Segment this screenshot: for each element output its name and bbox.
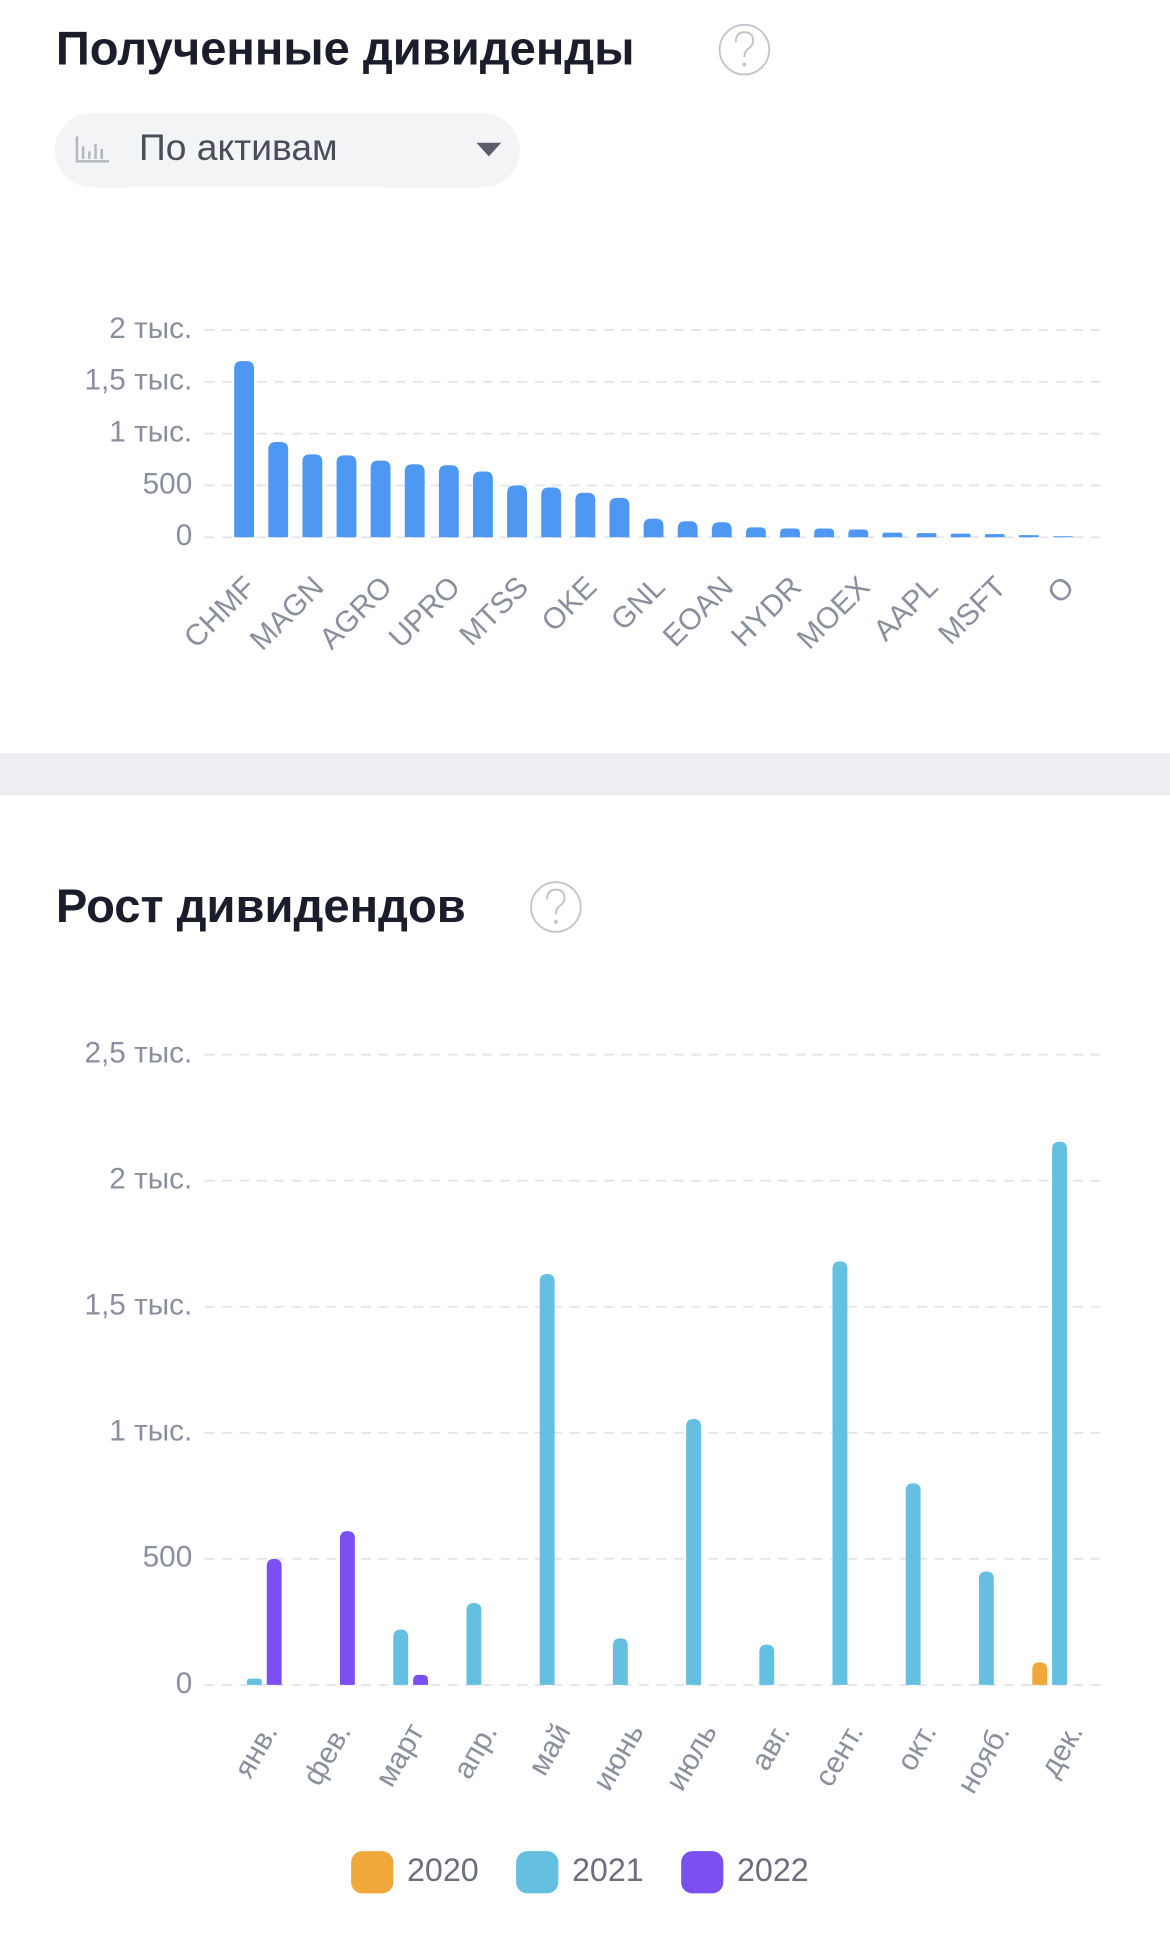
bar [984, 534, 1005, 538]
x-tick-label: фев. [297, 1718, 358, 1791]
bar [466, 1602, 482, 1685]
bar [473, 471, 493, 538]
x-tick-label: CHMF [178, 570, 262, 654]
bar [268, 441, 289, 538]
x-tick-label: март [369, 1718, 431, 1792]
bar [950, 533, 971, 538]
bar [1052, 1141, 1068, 1685]
bar [832, 1261, 848, 1685]
section-divider [0, 753, 1170, 796]
bar [978, 1571, 994, 1685]
legend-item[interactable]: 2021 [516, 1851, 644, 1894]
dropdown[interactable]: По активам [54, 112, 520, 188]
x-tick-label: июль [660, 1718, 724, 1796]
legend-item[interactable]: 2022 [681, 1851, 809, 1894]
bar [336, 455, 357, 538]
bar [370, 460, 391, 538]
bar [413, 1674, 429, 1685]
legend-item[interactable]: 2020 [351, 1851, 479, 1894]
bar [246, 1678, 262, 1685]
bar [539, 1273, 555, 1685]
chart-title: Полученные дивиденды [56, 22, 635, 75]
y-tick-label: 2 тыс. [109, 1163, 192, 1196]
x-tick-label: июнь [587, 1718, 651, 1796]
bar [1032, 1662, 1048, 1685]
bar [711, 522, 732, 538]
x-tick-label: дек. [1034, 1718, 1090, 1782]
legend-label: 2022 [737, 1852, 809, 1888]
bar [759, 1644, 775, 1685]
bar [1018, 535, 1039, 538]
y-tick-label: 1,5 тыс. [84, 1289, 192, 1322]
dropdown-label: По активам [139, 126, 338, 168]
x-tick-label: янв. [228, 1718, 285, 1784]
y-tick-label: 0 [176, 1667, 193, 1700]
x-tick-label: OKE [535, 570, 603, 638]
bar [302, 454, 323, 538]
bar [916, 533, 937, 538]
bar [780, 528, 800, 538]
x-tick-label: нояб. [951, 1718, 1017, 1799]
bar [266, 1558, 282, 1685]
bar [643, 518, 664, 538]
x-tick-label: EOAN [657, 570, 740, 653]
x-tick-label: O [1041, 570, 1081, 610]
bar [612, 1638, 628, 1685]
x-tick-label: MSFT [932, 570, 1013, 651]
x-tick-label: MTSS [453, 570, 535, 652]
x-tick-label: AAPL [867, 570, 944, 647]
bar [234, 361, 255, 538]
x-tick-label: май [522, 1718, 577, 1781]
bar [507, 485, 527, 538]
legend-swatch [516, 1851, 559, 1894]
x-tick-label: окт. [891, 1718, 944, 1777]
bar [848, 529, 869, 538]
legend-label: 2020 [407, 1852, 479, 1888]
y-tick-label: 1 тыс. [109, 416, 192, 449]
y-tick-label: 1,5 тыс. [84, 364, 192, 397]
y-tick-label: 2 тыс. [109, 312, 192, 345]
x-tick-label: сент. [808, 1718, 870, 1792]
bar [609, 497, 630, 538]
y-tick-label: 1 тыс. [109, 1415, 192, 1448]
bar [882, 532, 903, 538]
bar [393, 1629, 409, 1685]
help-icon[interactable] [530, 881, 582, 933]
bar [905, 1483, 921, 1685]
bar [686, 1418, 702, 1685]
bar [541, 487, 562, 538]
bar [1053, 536, 1073, 538]
chart-title: Рост дивидендов [56, 879, 466, 932]
x-tick-label: AGRO [313, 570, 398, 655]
y-tick-label: 2,5 тыс. [84, 1036, 192, 1069]
help-icon[interactable] [718, 23, 771, 76]
bar [404, 464, 425, 538]
y-tick-label: 0 [176, 519, 193, 552]
y-tick-label: 500 [143, 1541, 193, 1574]
legend-label: 2021 [572, 1852, 644, 1888]
x-tick-label: апр. [447, 1718, 504, 1784]
bar [677, 521, 698, 538]
bar [438, 465, 459, 538]
bar [575, 492, 596, 538]
legend-swatch [351, 1851, 394, 1894]
y-tick-label: 500 [143, 467, 193, 500]
bar [814, 528, 835, 538]
x-tick-label: MAGN [244, 570, 330, 656]
x-tick-label: UPRO [383, 570, 467, 654]
bar [339, 1531, 355, 1685]
x-tick-label: MOEX [791, 570, 876, 655]
legend-swatch [681, 1851, 724, 1894]
x-tick-label: авг. [744, 1718, 797, 1776]
bar [745, 527, 766, 538]
x-tick-label: HYDR [725, 570, 808, 653]
